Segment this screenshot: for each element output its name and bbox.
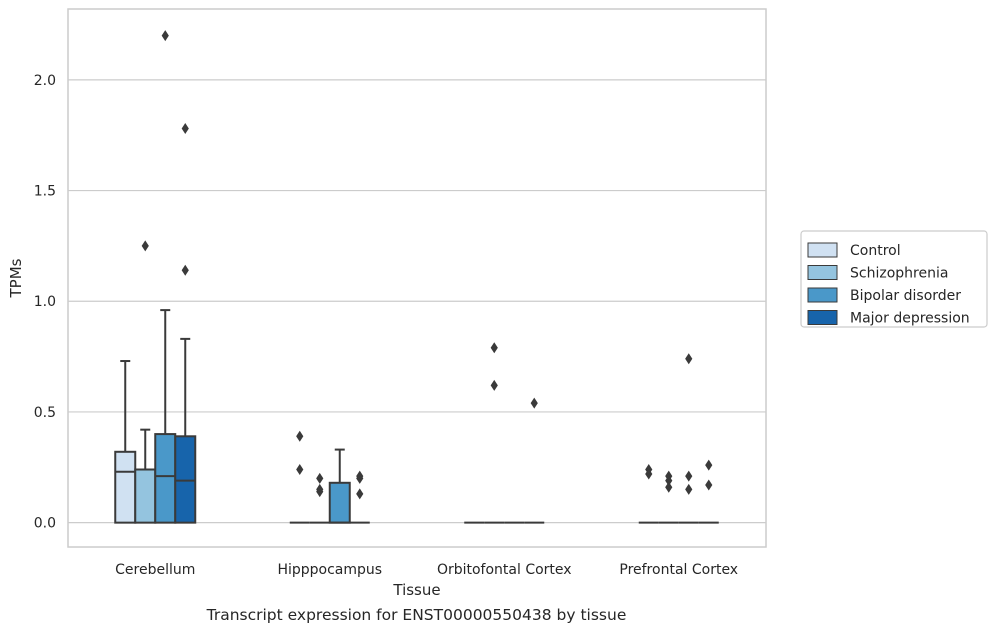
outlier-point xyxy=(296,464,304,476)
y-tick-label: 0.5 xyxy=(34,405,56,421)
legend-swatch xyxy=(807,287,838,303)
legend-label: Major depression xyxy=(850,311,970,327)
box-bipolar-disorder xyxy=(328,448,351,524)
outlier-point xyxy=(356,472,364,484)
y-tick-label: 0.0 xyxy=(34,516,56,532)
legend-label: Control xyxy=(850,243,901,259)
box-control xyxy=(114,360,137,524)
outlier-point xyxy=(705,479,713,491)
box-major-depression xyxy=(524,397,545,524)
x-tick-label: Orbitofontal Cortex xyxy=(437,562,572,578)
box-body xyxy=(154,433,177,524)
plot-border xyxy=(67,8,767,548)
legend: Control Schizophrenia Bipolar disorder Majo… xyxy=(800,230,988,328)
outlier-point xyxy=(316,486,324,498)
legend-label: Bipolar disorder xyxy=(850,288,961,304)
box-control xyxy=(289,430,310,524)
box-body xyxy=(328,481,351,524)
box-bipolar-disorder xyxy=(678,353,699,524)
box-major-depression xyxy=(698,459,719,524)
x-tick-label: Hipppocampus xyxy=(277,562,382,578)
legend-swatch xyxy=(807,242,838,258)
box-control xyxy=(638,464,659,524)
y-tick-label: 1.5 xyxy=(34,184,56,200)
outlier-point xyxy=(645,468,653,480)
outlier-point xyxy=(685,483,693,495)
outlier-point xyxy=(490,379,498,391)
outlier-point xyxy=(665,475,673,487)
legend-swatch xyxy=(807,265,838,280)
box-schizophrenia xyxy=(658,470,679,524)
outlier-point xyxy=(141,240,149,252)
figure-caption: Transcript expression for ENST0000055043… xyxy=(206,606,627,624)
y-tick-label: 2.0 xyxy=(34,73,56,89)
outlier-point xyxy=(705,459,713,471)
y-tick-label: 1.0 xyxy=(34,294,56,310)
box-body xyxy=(114,450,137,524)
box-body xyxy=(174,435,197,524)
legend-swatch xyxy=(807,310,838,325)
box-schizophrenia xyxy=(134,240,157,524)
legend-label: Schizophrenia xyxy=(850,266,948,282)
outlier-point xyxy=(685,470,693,482)
outlier-point xyxy=(161,30,169,42)
x-tick-label: Prefrontal Cortex xyxy=(619,562,738,578)
outlier-point xyxy=(490,342,498,354)
box-body xyxy=(134,468,157,524)
x-tick-label: Cerebellum xyxy=(115,562,195,578)
x-tick-labels: Cerebellum Hipppocampus Orbitofontal Corte… xyxy=(115,562,738,578)
outlier-point xyxy=(181,264,189,276)
outlier-point xyxy=(685,353,693,365)
box-marks xyxy=(114,30,719,524)
plot-frame xyxy=(67,8,767,548)
box-plot-chart: 0.0 0.5 1.0 1.5 2.0 Cerebellum Hipppocampus Or… xyxy=(7,8,988,599)
box-schizophrenia xyxy=(309,472,330,524)
box-major-depression xyxy=(174,123,197,524)
outlier-point xyxy=(181,123,189,135)
box-major-depression xyxy=(349,470,370,524)
y-axis-label: TPMs xyxy=(7,258,25,298)
outlier-point xyxy=(530,397,538,409)
x-axis-label: Tissue xyxy=(392,581,440,599)
y-tick-labels: 0.0 0.5 1.0 1.5 2.0 xyxy=(34,73,56,532)
box-schizophrenia xyxy=(484,342,505,524)
outlier-point xyxy=(316,472,324,484)
outlier-point xyxy=(296,430,304,442)
outlier-point xyxy=(356,488,364,500)
outlier-point xyxy=(665,481,673,493)
legend-box xyxy=(800,230,988,328)
